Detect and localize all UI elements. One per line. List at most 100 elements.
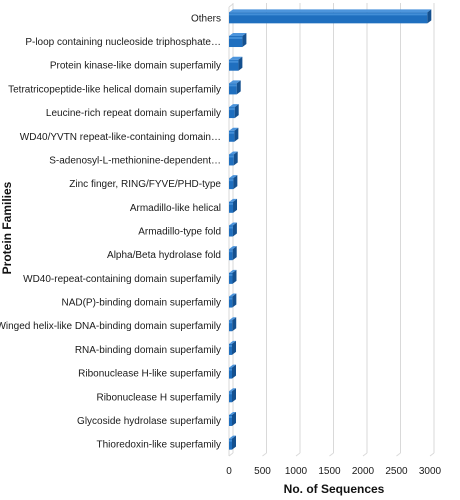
- bar-front: [229, 320, 233, 332]
- bar-front: [229, 296, 233, 308]
- bar-top: [229, 9, 432, 13]
- bar: [229, 56, 243, 71]
- bar-front: [229, 225, 233, 237]
- bar-highlight: [229, 155, 234, 158]
- category-label: P-loop containing nucleoside triphosphat…: [25, 37, 221, 48]
- bar-end: [232, 317, 237, 332]
- category-label: Thioredoxin-like superfamily: [97, 440, 222, 451]
- bar-front: [229, 367, 232, 379]
- bar-front: [229, 249, 233, 261]
- bar-highlight: [229, 84, 237, 87]
- bar-end: [242, 33, 247, 48]
- category-label: Winged helix-like DNA-binding domain sup…: [0, 321, 221, 332]
- bar-top: [229, 269, 237, 273]
- bar-highlight: [229, 131, 235, 134]
- bar-front: [229, 83, 237, 95]
- bar-top: [229, 198, 238, 202]
- bar-end: [233, 175, 238, 190]
- category-label: Ribonuclease H-like superfamily: [78, 369, 221, 380]
- gridlines: [228, 3, 435, 457]
- category-label: Glycoside hydrolase superfamily: [77, 416, 221, 427]
- bar-front: [229, 414, 232, 426]
- category-labels: Others P-loop containing nucleoside triph…: [0, 13, 221, 450]
- bar-top: [229, 56, 243, 60]
- category-label: Zinc finger, RING/FYVE/PHD-type: [69, 179, 221, 190]
- bar: [229, 269, 237, 284]
- bar-front: [229, 201, 234, 213]
- bar-highlight: [229, 439, 232, 442]
- bar-end: [238, 56, 243, 71]
- bar: [229, 411, 236, 426]
- bar-top: [229, 293, 237, 297]
- bar-highlight: [229, 179, 234, 182]
- bar: [229, 293, 237, 308]
- bar-front: [229, 36, 243, 48]
- bar-highlight: [229, 37, 243, 40]
- y-axis-title: Protein Families: [0, 181, 14, 274]
- bar-top: [229, 104, 239, 108]
- bar-highlight: [229, 415, 232, 418]
- bar-front: [229, 154, 234, 166]
- bar: [229, 317, 237, 332]
- bar-front: [229, 343, 233, 355]
- category-label: Others: [191, 13, 221, 24]
- bar-highlight: [229, 250, 233, 253]
- bar-top: [229, 33, 247, 37]
- bar: [229, 388, 236, 403]
- bar-highlight: [229, 344, 233, 347]
- bar-top: [229, 175, 238, 179]
- x-tick-label: 0: [226, 466, 232, 477]
- x-tick-label: 1000: [285, 466, 308, 477]
- category-label: NAD(P)-binding domain superfamily: [61, 298, 221, 309]
- bar-top: [229, 435, 236, 439]
- bar-top: [229, 222, 237, 226]
- bar-end: [232, 435, 236, 450]
- bar-top: [229, 388, 236, 392]
- x-tick-label: 2000: [352, 466, 375, 477]
- x-tick-label: 1500: [318, 466, 341, 477]
- bar: [229, 198, 238, 213]
- x-tick-labels: 0 500 1000 1500 2000 2500 3000: [226, 466, 441, 477]
- bar-end: [232, 388, 236, 403]
- bar-end: [427, 9, 432, 24]
- category-label: Armadillo-like helical: [130, 203, 221, 214]
- bar-front: [229, 391, 232, 403]
- bar: [229, 340, 237, 355]
- bar: [229, 80, 241, 95]
- x-tick-label: 2500: [385, 466, 408, 477]
- bar-top: [229, 151, 238, 155]
- bar-end: [232, 222, 237, 237]
- category-label: S-adenosyl-L-methionine-dependent…: [49, 155, 221, 166]
- bar-end: [233, 198, 238, 213]
- x-tick-label: 500: [254, 466, 271, 477]
- bar-end: [233, 151, 238, 166]
- bar-top: [229, 246, 237, 250]
- bar-front: [229, 59, 239, 71]
- bars: [229, 9, 432, 450]
- gridline-floor: [295, 452, 301, 457]
- bar-end: [232, 364, 236, 379]
- bar-highlight: [229, 297, 233, 300]
- bar-front: [229, 130, 235, 142]
- category-label: Leucine-rich repeat domain superfamily: [46, 108, 221, 119]
- category-label: RNA-binding domain superfamily: [75, 345, 221, 356]
- bar-highlight: [229, 273, 233, 276]
- bar-end: [236, 80, 241, 95]
- gridline-floor: [262, 452, 267, 457]
- y-axis-depth: [228, 3, 234, 8]
- bar-end: [232, 293, 237, 308]
- bar-top: [229, 317, 237, 321]
- category-label: WD40/YVTN repeat-like-containing domain…: [20, 132, 221, 143]
- bar-top: [229, 340, 237, 344]
- category-label: Ribonuclease H superfamily: [96, 392, 221, 403]
- bar-highlight: [229, 108, 235, 111]
- bar-top: [229, 411, 236, 415]
- bar: [229, 175, 238, 190]
- category-label: Tetratricopeptide-like helical domain su…: [8, 84, 221, 95]
- bar-front: [229, 178, 234, 190]
- bar: [229, 33, 247, 48]
- bar-front: [229, 438, 232, 450]
- category-label: Protein kinase-like domain superfamily: [50, 61, 221, 72]
- bar: [229, 246, 237, 261]
